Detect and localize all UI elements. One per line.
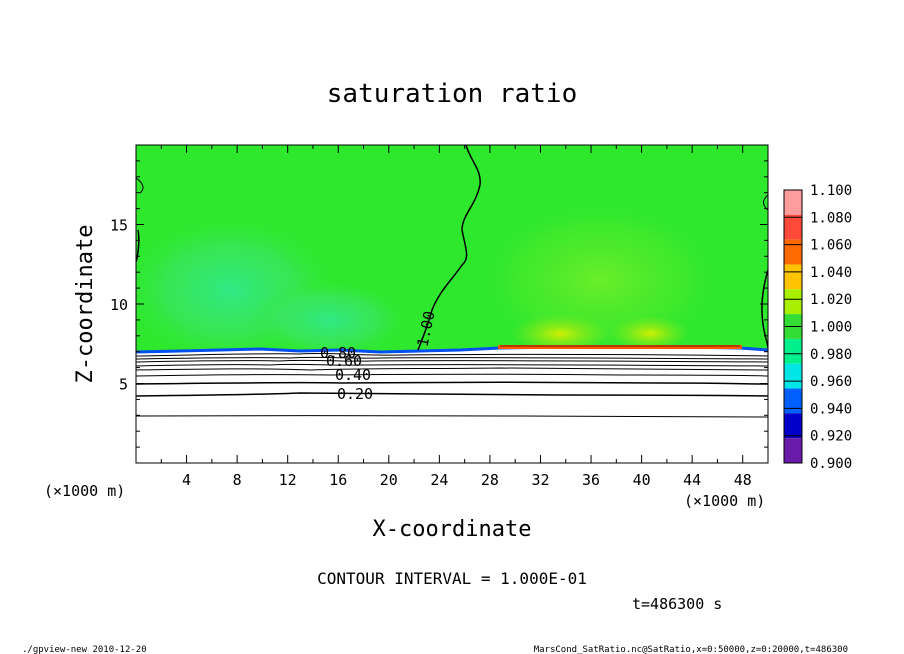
x-tick-label: 4 (182, 471, 191, 489)
contour-interval-label: CONTOUR INTERVAL = 1.000E-01 (317, 569, 587, 588)
colorbar-label: 0.980 (810, 347, 852, 363)
y-axis-label: Z-coordinate (73, 225, 98, 384)
dry-layer (136, 347, 768, 463)
x-axis-unit-right: (×1000 m) (684, 492, 765, 510)
colorbar-swatch (784, 388, 802, 414)
colorbar-swatch (784, 413, 802, 439)
plot-area: 1.00 0.80 0.60 0.40 0.20 (136, 145, 768, 463)
colorbar-label: 1.020 (810, 292, 852, 308)
x-axis-unit-left: (×1000 m) (44, 482, 125, 500)
contour-label-0-60: 0.60 (326, 352, 362, 370)
warm-patch-2 (610, 312, 690, 348)
x-tick-label: 48 (734, 471, 752, 489)
x-tick-label: 40 (633, 471, 651, 489)
chart-title: saturation ratio (327, 79, 577, 109)
x-tick-label: 36 (582, 471, 600, 489)
footer-left: ./gpview-new 2010-12-20 (22, 645, 147, 654)
x-tick-label: 12 (279, 471, 297, 489)
x-tick-label: 16 (329, 471, 347, 489)
x-tick-label: 8 (233, 471, 242, 489)
colorbar-label: 1.080 (810, 210, 852, 226)
contour-left-edge (136, 177, 144, 194)
colorbar-swatch (784, 190, 802, 215)
contour-label-0-20: 0.20 (337, 385, 373, 403)
x-axis-label: X-coordinate (373, 517, 532, 542)
colorbar-label: 0.960 (810, 374, 852, 390)
x-tick-label: 24 (430, 471, 448, 489)
colorbar-swatch (784, 338, 802, 364)
colorbar-swatch (784, 264, 802, 290)
colorbar-label: 0.940 (810, 401, 852, 417)
contour-label-0-40: 0.40 (335, 366, 371, 384)
colorbar-swatch (784, 239, 802, 265)
x-tick-label: 32 (531, 471, 549, 489)
colorbar-swatch (784, 214, 802, 240)
y-axis-ticks: 5 10 15 (110, 160, 768, 448)
colorbar-swatch (784, 363, 802, 389)
colorbar-label: 1.100 (810, 183, 852, 199)
colorbar-label: 1.040 (810, 265, 852, 281)
colorbar-swatch (784, 289, 802, 315)
colorbar-label: 0.900 (810, 456, 852, 472)
x-tick-label: 44 (683, 471, 701, 489)
moist-patch-center (250, 280, 410, 360)
colorbar-swatch (784, 438, 802, 463)
contour-1-00 (417, 145, 481, 351)
contour-label-0-80: 0.80 (320, 344, 356, 362)
warm-patch-1 (510, 310, 610, 350)
time-label: t=486300 s (632, 595, 722, 613)
footer-right: MarsCond_SatRatio.nc@SatRatio,x=0:50000,… (534, 645, 848, 654)
y-tick-label: 15 (110, 217, 128, 235)
y-tick-label: 10 (110, 296, 128, 314)
colorbar: 1.100 1.080 1.060 1.040 1.020 1.000 0.980 0.960… (783, 183, 852, 472)
colorbar-label: 1.000 (810, 320, 852, 336)
colorbar-label: 1.060 (810, 238, 852, 254)
contour-lines (136, 352, 768, 418)
x-tick-label: 20 (380, 471, 398, 489)
colorbar-label: 0.920 (810, 429, 852, 445)
y-tick-label: 5 (119, 376, 128, 394)
x-tick-label: 28 (481, 471, 499, 489)
x-axis-ticks: 4 8 12 16 20 24 28 32 36 40 44 48 (160, 145, 752, 489)
